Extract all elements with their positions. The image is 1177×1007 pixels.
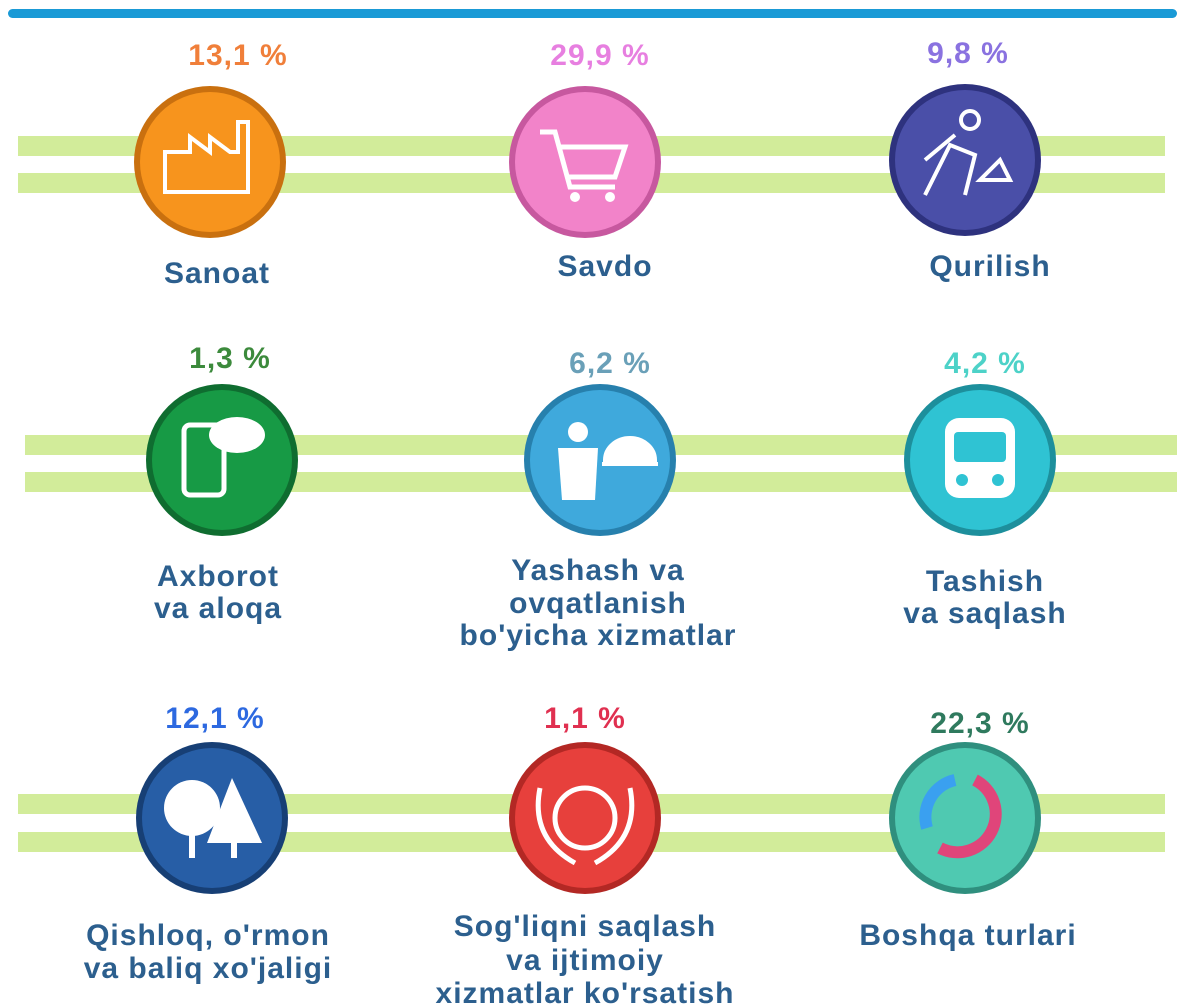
icon — [923, 133, 1014, 196]
sector-label: va aloqa — [154, 592, 282, 625]
icon — [209, 417, 265, 453]
sector-label: Qishloq, o'rmon — [86, 919, 330, 952]
sector: 9,8 % Qurilish — [889, 37, 1050, 283]
icon — [954, 432, 1006, 462]
icon — [956, 474, 968, 486]
icon — [570, 192, 580, 202]
sector-label: Boshqa turlari — [859, 919, 1076, 952]
sector-share: 1,3 % — [189, 342, 271, 375]
top-bar — [8, 9, 1177, 18]
sector-label: Axborot — [157, 560, 279, 593]
icon — [558, 448, 598, 500]
sector-label: va saqlash — [903, 597, 1066, 630]
sector-icon — [515, 748, 655, 888]
icon — [937, 774, 1002, 859]
sector-share: 22,3 % — [930, 707, 1029, 740]
icon — [189, 833, 237, 858]
icon-group — [923, 109, 1014, 196]
sector-label: xizmatlar ko'rsatish — [436, 977, 735, 1007]
icon-group — [945, 418, 1015, 498]
icon-group — [181, 417, 265, 498]
icon-group — [919, 774, 1002, 859]
icon — [602, 436, 658, 466]
sector-label: Qurilish — [929, 250, 1050, 283]
icon — [568, 422, 588, 442]
sector-label: Sog'liqni saqlash — [454, 910, 717, 943]
sector-share: 1,1 % — [544, 702, 626, 735]
sector-share: 6,2 % — [569, 347, 651, 380]
sector: 13,1 % Sanoat — [134, 39, 287, 290]
sector: 22,3 % Boshqa turlari — [859, 707, 1076, 952]
sector-label: va baliq xo'jaligi — [84, 952, 333, 985]
sector-label: Yashash va — [511, 554, 684, 587]
icon — [919, 774, 957, 830]
sector-label: va ijtimoiy — [506, 944, 664, 977]
sector-label: Tashish — [926, 565, 1044, 598]
icon — [540, 129, 629, 190]
sector-icon — [895, 748, 1035, 888]
sector-label: ovqatlanish — [509, 587, 687, 620]
icon — [207, 778, 262, 843]
sector-share: 29,9 % — [550, 39, 649, 72]
icon — [164, 780, 220, 836]
icon-group — [163, 120, 250, 194]
icon-group — [164, 778, 262, 858]
icon — [992, 474, 1004, 486]
icon — [552, 785, 618, 851]
icon-group — [540, 129, 629, 202]
icon — [163, 120, 250, 194]
sector-share: 12,1 % — [165, 702, 264, 735]
icon — [959, 109, 981, 131]
sector-icon — [515, 92, 655, 232]
sector-share: 13,1 % — [188, 39, 287, 72]
sector-share: 4,2 % — [944, 347, 1026, 380]
icon-group — [535, 785, 635, 866]
sector-label: Sanoat — [164, 257, 270, 290]
icon — [181, 422, 227, 498]
sector-label: bo'yicha xizmatlar — [460, 619, 737, 652]
sector-icon — [140, 92, 280, 232]
sector: 29,9 % Savdo — [509, 39, 661, 283]
sector-share: 9,8 % — [927, 37, 1009, 70]
icon — [535, 787, 635, 866]
sector-icon — [895, 90, 1035, 230]
icon — [605, 192, 615, 202]
icon-group — [558, 422, 658, 500]
sector-label: Savdo — [557, 250, 652, 283]
